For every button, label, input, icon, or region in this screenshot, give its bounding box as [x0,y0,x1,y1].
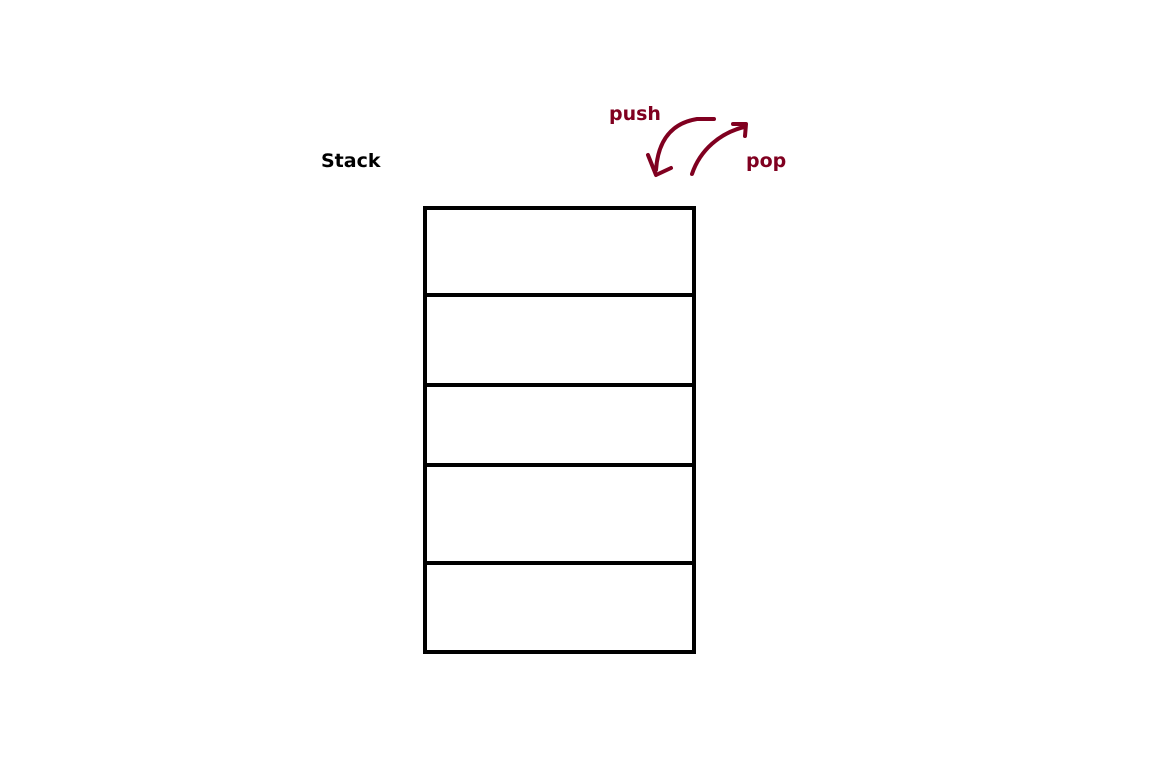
pop-label: pop [746,150,787,172]
stack-cell [423,463,696,565]
push-arrowhead-icon [646,153,673,177]
push-arrow-icon [654,117,716,172]
stack-cell [423,561,696,654]
stack-cell [423,383,696,467]
diagram-title: Stack [321,150,381,172]
pop-arrow-icon [690,125,746,176]
push-label: push [609,103,661,125]
pop-arrowhead-icon [731,122,748,138]
stack-cell [423,206,696,297]
